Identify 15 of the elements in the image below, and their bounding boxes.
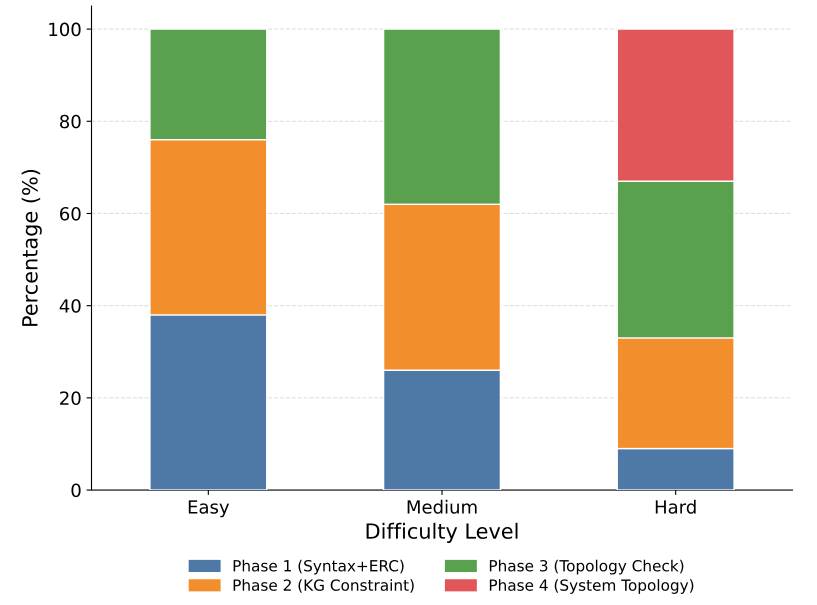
legend-label: Phase 4 (System Topology) <box>490 579 694 594</box>
y-tick-label: 100 <box>49 22 81 36</box>
y-tick-label: 40 <box>60 299 81 313</box>
x-tick-label: Easy <box>188 500 230 518</box>
legend-label: Phase 3 (Topology Check) <box>490 560 684 575</box>
x-axis-title: Difficulty Level <box>366 522 518 543</box>
y-tick-label: 60 <box>60 206 81 221</box>
x-tick-label: Medium <box>408 500 477 514</box>
y-axis-title: Percentage (%) <box>22 170 42 326</box>
legend-label: Phase 2 (KG Constraint) <box>234 579 414 593</box>
y-tick-label: 0 <box>71 484 81 498</box>
y-tick-label: 20 <box>60 391 81 405</box>
y-tick-label: 80 <box>60 114 81 128</box>
legend-label: Phase 1 (Syntax+ERC) <box>234 560 404 575</box>
x-tick-label: Hard <box>656 500 696 514</box>
